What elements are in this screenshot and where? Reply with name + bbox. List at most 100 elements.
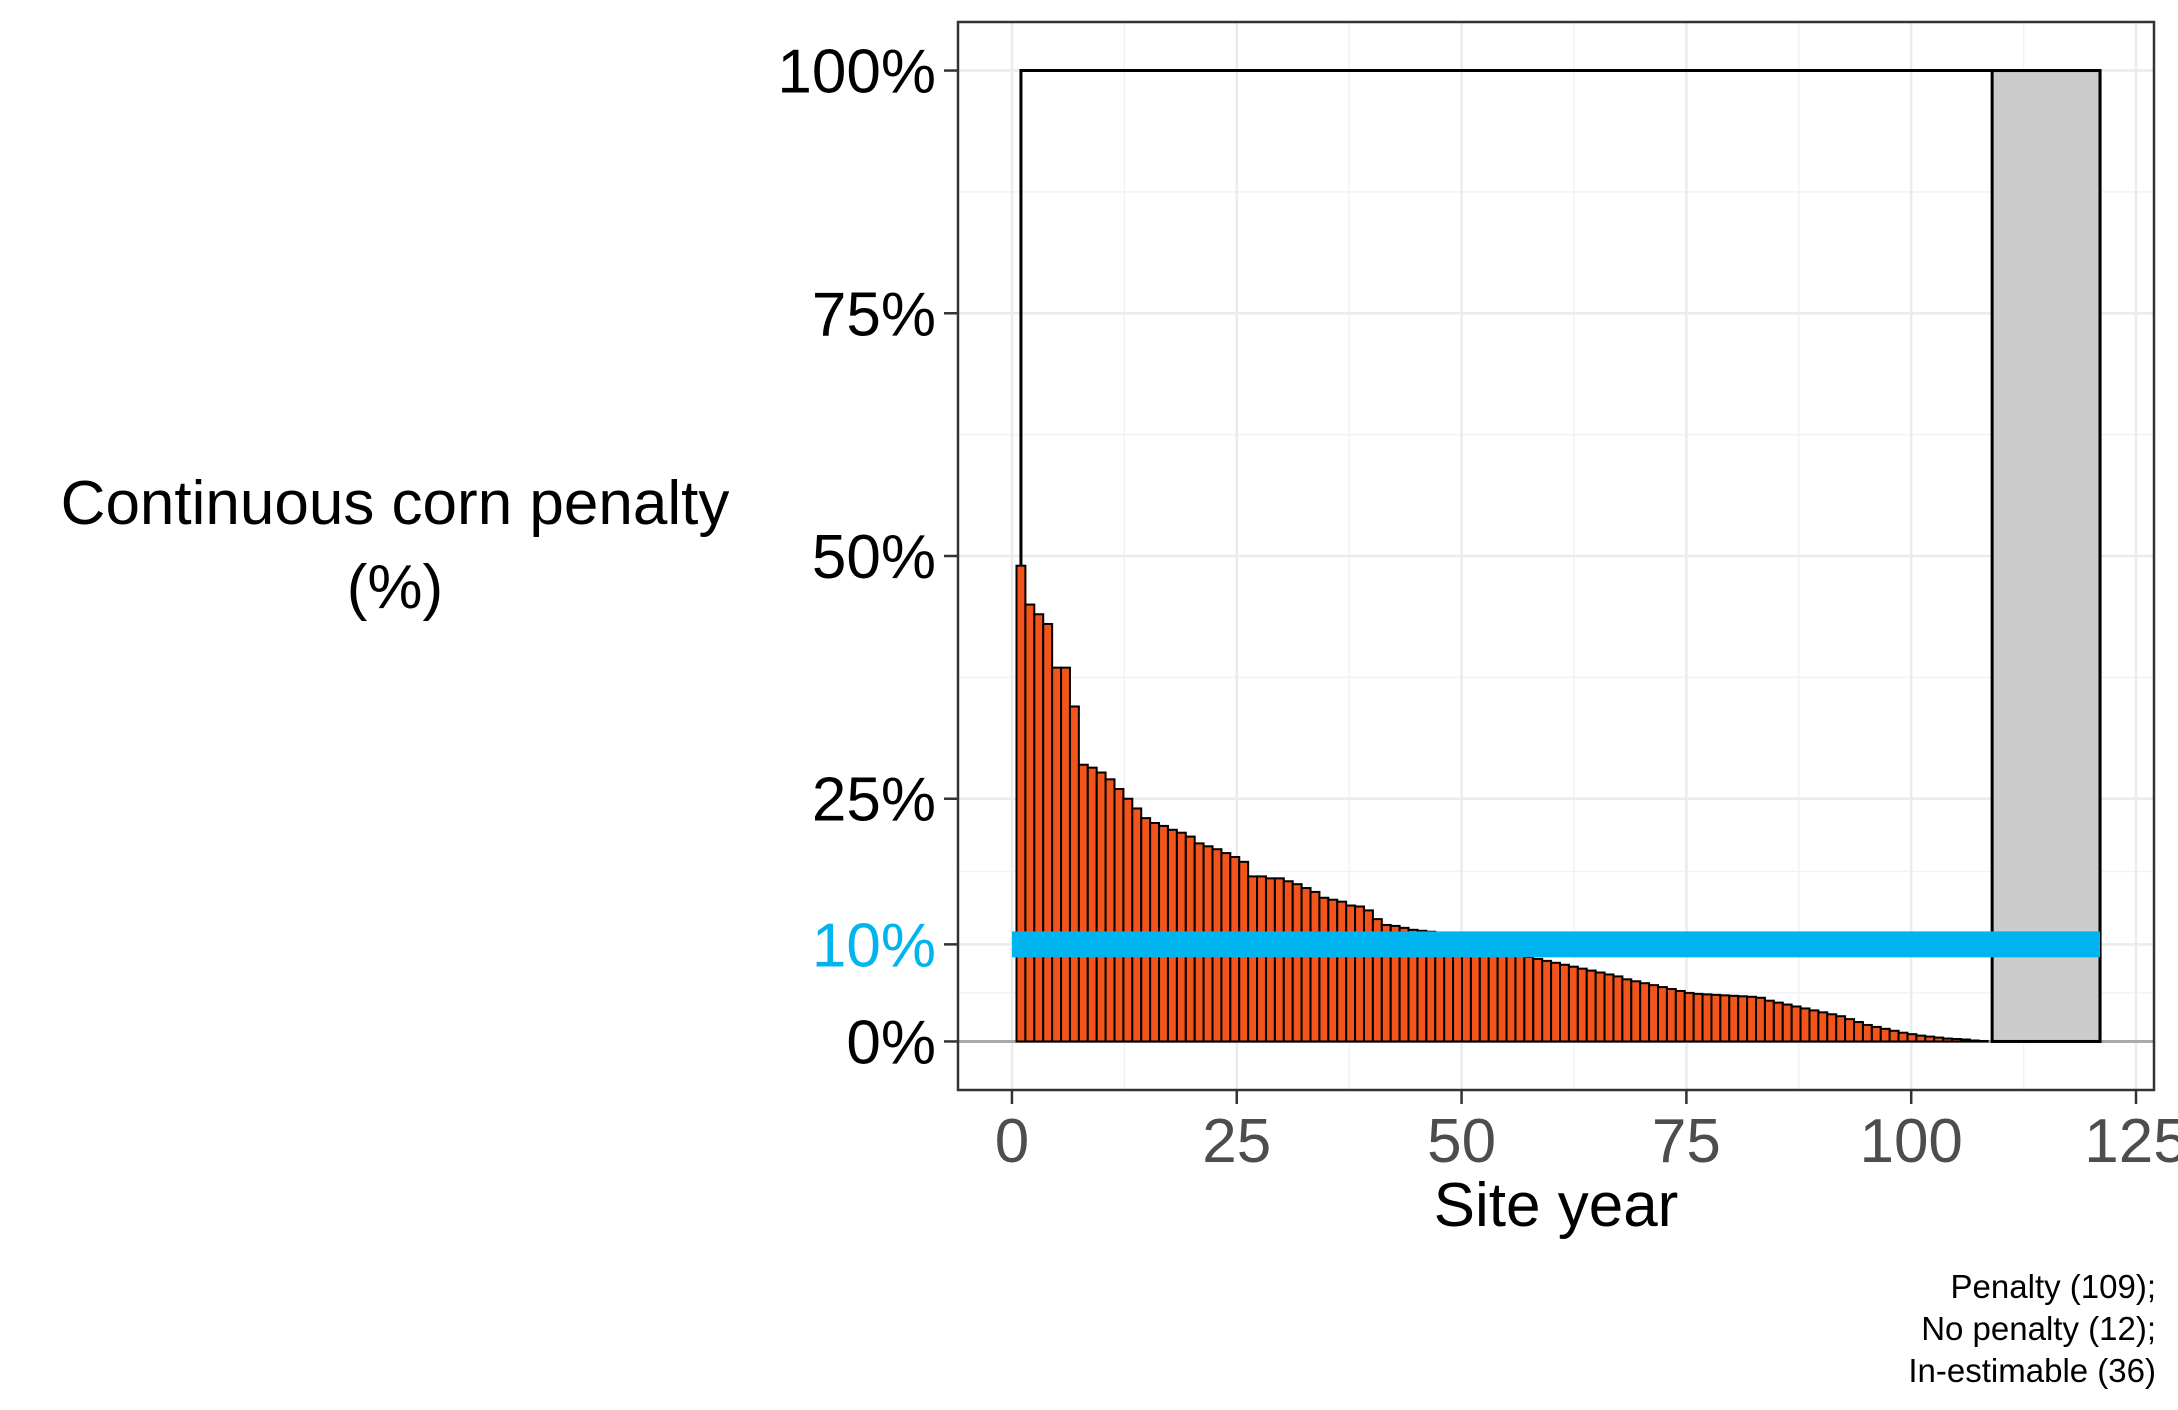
bar — [1772, 1001, 1784, 1043]
bar — [1113, 788, 1125, 1043]
caption: Penalty (109); No penalty (12); In-estim… — [1908, 1266, 2156, 1392]
bar — [1336, 900, 1348, 1043]
bar — [1095, 771, 1107, 1043]
bar — [1853, 1021, 1864, 1043]
y-tick-label: 100% — [777, 38, 936, 107]
bar — [1496, 943, 1508, 1043]
bar — [1541, 959, 1553, 1043]
bar — [1015, 564, 1027, 1043]
bar — [1282, 880, 1294, 1043]
bar — [1959, 1038, 1971, 1043]
bar — [1870, 1025, 1882, 1043]
bar — [1968, 1039, 1980, 1043]
bar — [1781, 1003, 1793, 1043]
bar — [1042, 622, 1054, 1043]
bar — [1621, 978, 1633, 1043]
bar — [1639, 982, 1651, 1043]
bar — [1612, 975, 1624, 1043]
x-tick-label: 100 — [1859, 1107, 1962, 1176]
x-tick-label: 25 — [1202, 1107, 1271, 1176]
bar — [1942, 1037, 1954, 1043]
bar — [1888, 1029, 1900, 1043]
caption-line-inestimable: In-estimable (36) — [1908, 1352, 2156, 1389]
y-tick-label: 10% — [812, 911, 936, 980]
bar — [1763, 999, 1775, 1043]
bar — [1291, 883, 1303, 1043]
bar — [1567, 965, 1579, 1043]
x-axis-label: Site year — [1433, 1171, 1679, 1240]
bar — [1906, 1033, 1918, 1043]
bar — [1354, 905, 1365, 1043]
bar — [1817, 1011, 1829, 1043]
bar — [1844, 1018, 1856, 1043]
bar — [1514, 953, 1526, 1043]
bar — [1683, 991, 1695, 1043]
bar — [1086, 766, 1098, 1043]
x-tick-label: 50 — [1427, 1107, 1496, 1176]
bar — [1345, 904, 1357, 1043]
bar — [1799, 1007, 1811, 1043]
bar — [1657, 986, 1668, 1043]
bar — [1879, 1027, 1891, 1043]
bar — [1264, 877, 1276, 1043]
bar — [1585, 969, 1597, 1043]
bar — [1131, 807, 1143, 1043]
bar — [1559, 963, 1570, 1043]
bar — [1701, 993, 1713, 1043]
bar-series-penalty — [1015, 564, 1989, 1043]
y-axis-label-line-1: Continuous corn penalty — [60, 469, 730, 538]
bar — [1104, 778, 1116, 1043]
bar — [1362, 909, 1374, 1043]
bar — [1951, 1038, 1962, 1043]
y-tick-label: 0% — [846, 1008, 936, 1077]
bar — [1247, 875, 1259, 1043]
bar — [1603, 973, 1615, 1043]
bar — [1674, 989, 1686, 1043]
bar — [1924, 1035, 1936, 1043]
background-regions — [1019, 69, 2102, 1043]
bar — [1532, 957, 1544, 1043]
bar — [1051, 666, 1063, 1043]
bar — [1861, 1023, 1873, 1043]
bar — [1826, 1013, 1838, 1043]
bar — [1140, 817, 1152, 1043]
bar — [1550, 961, 1562, 1043]
bar — [1594, 971, 1606, 1043]
bar — [1808, 1009, 1820, 1043]
bar — [1933, 1036, 1945, 1043]
bar — [1300, 887, 1312, 1043]
bar — [1505, 950, 1517, 1043]
x-axis: 0 25 50 75 100 125 — [995, 1090, 2178, 1176]
bar — [1692, 992, 1704, 1043]
caption-line-penalty: Penalty (109); — [1950, 1268, 2156, 1305]
bar — [1273, 877, 1285, 1043]
caption-line-no-penalty: No penalty (12); — [1921, 1310, 2156, 1347]
bar — [1790, 1005, 1802, 1043]
bar — [1719, 994, 1731, 1043]
bar — [1523, 955, 1535, 1043]
bar — [1915, 1034, 1927, 1043]
bar — [1728, 994, 1740, 1043]
outline-box-100 — [1019, 69, 2102, 1042]
x-tick-label: 125 — [2084, 1107, 2178, 1176]
bar — [1737, 995, 1749, 1043]
bar — [1755, 996, 1766, 1043]
x-tick-label: 75 — [1652, 1107, 1721, 1176]
bar — [1033, 613, 1045, 1043]
bar — [1309, 890, 1321, 1043]
bar — [1327, 898, 1339, 1043]
no-penalty-region — [1990, 69, 2102, 1043]
y-tick-label: 75% — [812, 280, 936, 349]
bar — [1710, 993, 1722, 1043]
x-tick-label: 0 — [995, 1107, 1029, 1176]
bar — [1648, 984, 1660, 1043]
y-axis-label-line-2: (%) — [346, 553, 444, 622]
bar — [1060, 666, 1071, 1043]
bar — [1122, 797, 1134, 1043]
bar — [1024, 603, 1036, 1043]
bar — [1576, 967, 1588, 1043]
bar — [1256, 875, 1267, 1043]
bar — [1897, 1031, 1909, 1043]
bar — [1068, 705, 1080, 1043]
